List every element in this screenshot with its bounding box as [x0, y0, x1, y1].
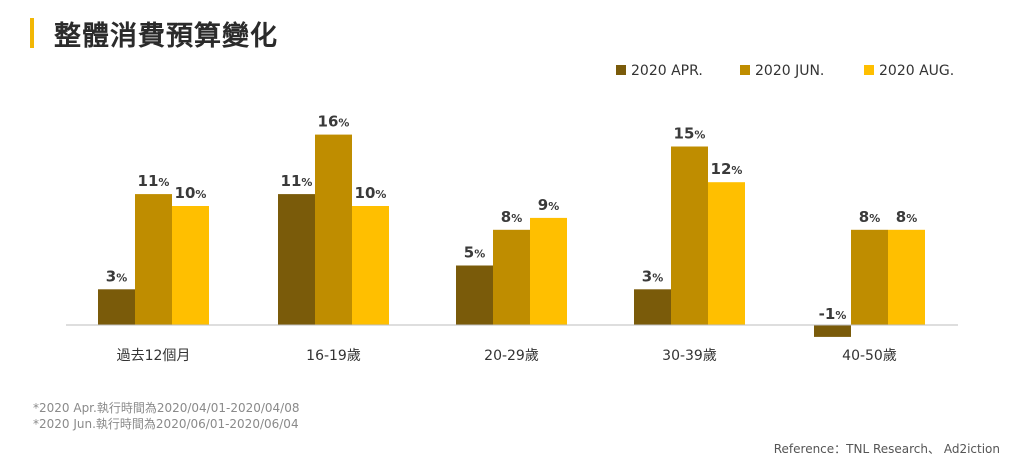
data-label-0-1: 11% — [138, 172, 170, 190]
category-labels: 過去12個月 16-19歲 20-29歲 30-39歲 40-50歲 — [117, 348, 897, 364]
data-label-4-0: -1% — [819, 305, 847, 323]
bars — [98, 134, 925, 337]
bar-0-2 — [172, 206, 209, 325]
data-labels: 3% 11% 10% 11% 16% 10% 5% 8% 9% 3% 15% 12% -1% 8% 8% — [106, 113, 917, 323]
data-label-3-0: 3% — [642, 267, 663, 285]
legend-label-0: 2020 APR. — [631, 63, 703, 79]
data-label-3-2: 12% — [711, 160, 743, 178]
reference-text: Reference：TNL Research、 Ad2iction — [773, 442, 1000, 456]
category-label-3: 30-39歲 — [662, 348, 717, 364]
data-label-4-2: 8% — [896, 208, 917, 226]
category-label-0: 過去12個月 — [117, 348, 191, 364]
legend-label-1: 2020 JUN. — [755, 63, 824, 79]
footnote-apr: *2020 Apr.執行時間為2020/04/01-2020/04/08 — [33, 401, 300, 415]
bar-3-1 — [671, 146, 708, 325]
legend-swatch-1 — [740, 65, 750, 75]
chart-title: 整體消費預算變化 — [54, 21, 278, 52]
category-label-4: 40-50歲 — [842, 348, 897, 364]
data-label-1-0: 11% — [281, 172, 313, 190]
bar-1-2 — [352, 206, 389, 325]
data-label-2-1: 8% — [501, 208, 522, 226]
bar-3-0 — [634, 289, 671, 325]
data-label-2-2: 9% — [538, 196, 559, 214]
legend-swatch-0 — [616, 65, 626, 75]
legend-label-2: 2020 AUG. — [879, 63, 954, 79]
bar-4-0 — [814, 325, 851, 337]
data-label-3-1: 15% — [674, 125, 706, 143]
bar-1-0 — [278, 194, 315, 325]
footnote-jun: *2020 Jun.執行時間為2020/06/01-2020/06/04 — [33, 417, 299, 431]
data-label-2-0: 5% — [464, 244, 485, 262]
legend-swatch-2 — [864, 65, 874, 75]
bar-0-0 — [98, 289, 135, 325]
bar-4-2 — [888, 229, 925, 325]
bar-1-1 — [315, 134, 352, 325]
data-label-0-2: 10% — [175, 184, 207, 202]
data-label-4-1: 8% — [859, 208, 880, 226]
bar-3-2 — [708, 182, 745, 325]
bar-2-1 — [493, 229, 530, 325]
bar-0-1 — [135, 194, 172, 325]
bar-2-0 — [456, 265, 493, 325]
data-label-1-1: 16% — [318, 113, 350, 131]
title-accent-bar — [30, 18, 34, 48]
legend: 2020 APR. 2020 JUN. 2020 AUG. — [616, 63, 954, 79]
bar-2-2 — [530, 217, 567, 325]
data-label-0-0: 3% — [106, 267, 127, 285]
category-label-2: 20-29歲 — [484, 348, 539, 364]
category-label-1: 16-19歲 — [306, 348, 361, 364]
bar-4-1 — [851, 229, 888, 325]
data-label-1-2: 10% — [355, 184, 387, 202]
